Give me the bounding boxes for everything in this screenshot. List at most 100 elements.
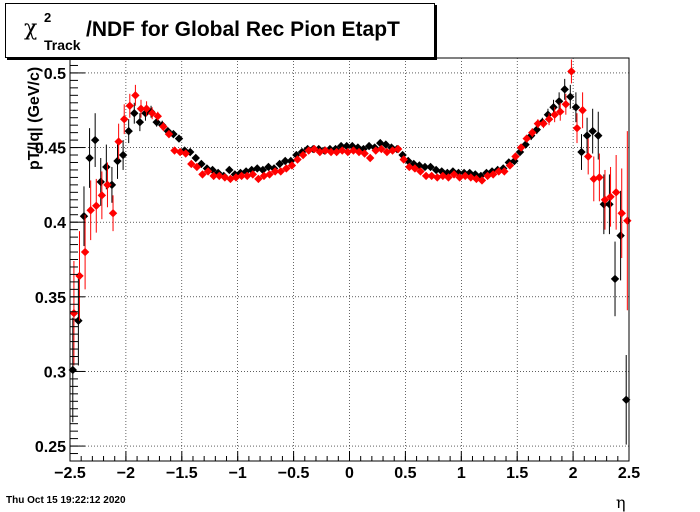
data-point [599,200,609,209]
data-point [528,128,537,137]
timestamp: Thu Oct 15 19:22:12 2020 [6,495,126,506]
data-point [125,101,135,110]
y-tick-label: 0.45 [35,141,66,158]
data-point [595,173,604,182]
data-point [583,152,593,161]
data-point [588,126,597,136]
data-point [191,153,200,163]
x-tick-label: −0.5 [278,465,310,482]
data-point [539,119,548,128]
axis-ticks: −2.5 −2 −1.5 −1 −0.5 0 0.5 1 1.5 2 2.5 0.25 0.3 0.35 0… [35,57,640,482]
title-subscript: Track [44,37,81,53]
y-tick-label: 0.4 [44,215,66,232]
data-point [611,188,621,197]
data-point [124,126,133,136]
x-tick-label: −2 [117,465,135,482]
data-point [622,395,631,405]
data-point [265,170,274,179]
data-point [270,167,280,176]
data-point [577,147,586,157]
data-point [102,162,111,172]
data-point [164,129,174,139]
data-point [393,144,403,154]
data-point [96,177,105,187]
data-point [304,146,313,155]
data-point [103,180,112,190]
data-point [136,104,146,113]
data-point [561,100,571,109]
data-point [282,164,291,173]
x-tick-label: 0.5 [394,465,416,482]
data-point [567,67,576,76]
data-point [203,167,213,176]
data-point [421,171,431,181]
data-point [338,146,347,155]
chart-title: /NDF for Global Rec Pion EtapT [86,18,400,41]
data-point [617,209,626,218]
data-point [433,173,442,182]
data-point [147,109,157,118]
data-point [231,173,241,182]
data-point [510,156,519,166]
data-point [281,156,290,166]
data-point [416,167,425,176]
data-point [75,271,84,281]
data-point [623,216,632,225]
x-tick-label: 1 [457,465,466,482]
data-point [141,109,150,118]
data-point [258,165,268,175]
data-point [225,165,234,175]
data-point [550,110,559,119]
data-point [131,91,140,100]
x-tick-label: 2.5 [618,465,640,482]
y-tick-label: 0.35 [35,290,66,307]
data-point [543,110,553,119]
data-point [488,170,498,179]
data-point [68,365,77,375]
data-point [544,114,554,124]
data-point [560,85,569,94]
chart-series [68,59,632,445]
data-point [142,104,151,113]
data-point [153,112,162,121]
data-point [152,117,161,127]
data-point [616,231,625,240]
x-tick-label: −1 [229,465,247,482]
data-point [276,167,285,176]
data-point [605,200,614,209]
x-tick-label: 0 [345,465,354,482]
x-tick-label: −1.5 [166,465,198,482]
data-point [554,97,564,106]
data-point [399,155,408,164]
data-point [516,143,526,152]
data-point [410,164,420,173]
data-point [74,316,83,325]
data-point [521,140,530,149]
data-point [310,144,319,154]
y-tick-label: 0.3 [44,364,66,381]
data-point [108,209,118,218]
data-point [342,141,351,151]
data-point [349,146,358,155]
data-point [600,195,610,204]
data-point [130,109,139,118]
data-series [69,59,632,366]
data-point [455,173,464,182]
data-point [114,137,123,146]
data-point [405,162,414,172]
data-point [97,191,107,200]
data-point [572,123,582,133]
data-point [275,159,284,169]
data-point [90,135,100,145]
data-point [118,150,128,160]
x-tick-label: −2.5 [54,465,86,482]
data-point [293,155,302,164]
data-point [511,152,520,161]
data-point [381,140,391,149]
data-point [606,192,615,202]
data-point [135,117,145,127]
data-point [365,153,375,163]
data-point [174,134,184,143]
data-point [86,206,95,215]
y-tick-label: 0.5 [44,66,66,83]
